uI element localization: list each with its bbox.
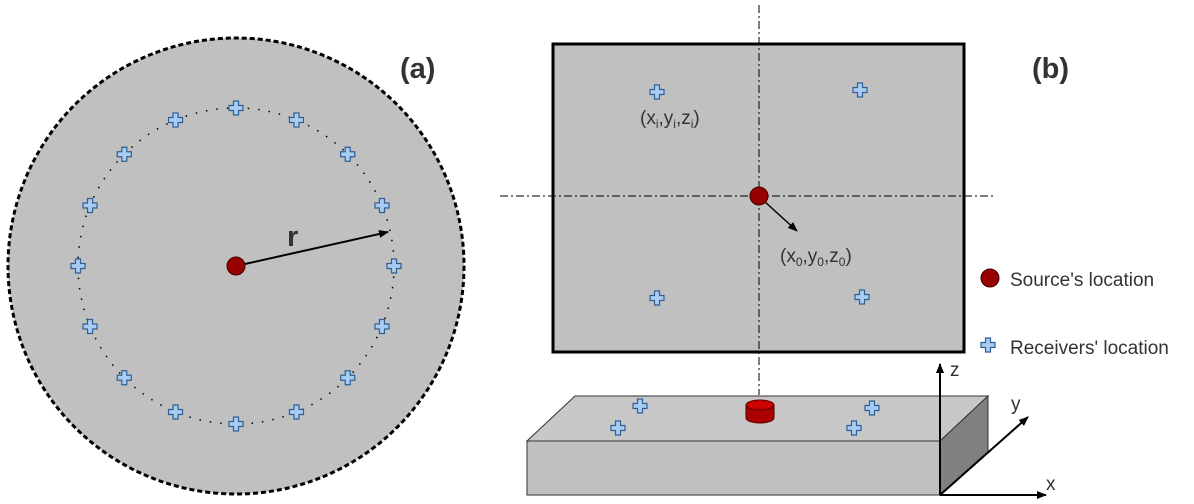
figure: r (a) (b) (xi,yi,zi) (x0,y0,z0) z y x So… [0, 0, 1194, 504]
legend-receivers: Receivers' location [1010, 338, 1169, 359]
panel-b-label: (b) [1032, 53, 1069, 85]
box-front [527, 441, 940, 495]
x-axis-label: x [1046, 474, 1056, 495]
z-axis-label: z [950, 360, 960, 381]
panel-a-label: (a) [400, 53, 435, 85]
y-axis-label: y [1011, 394, 1021, 415]
source-cylinder-top [746, 400, 774, 410]
radius-label: r [287, 221, 298, 253]
receiver [981, 338, 995, 352]
legend-source: Source's location [1010, 270, 1154, 291]
source [750, 187, 768, 205]
source [227, 257, 245, 275]
source [981, 269, 999, 287]
